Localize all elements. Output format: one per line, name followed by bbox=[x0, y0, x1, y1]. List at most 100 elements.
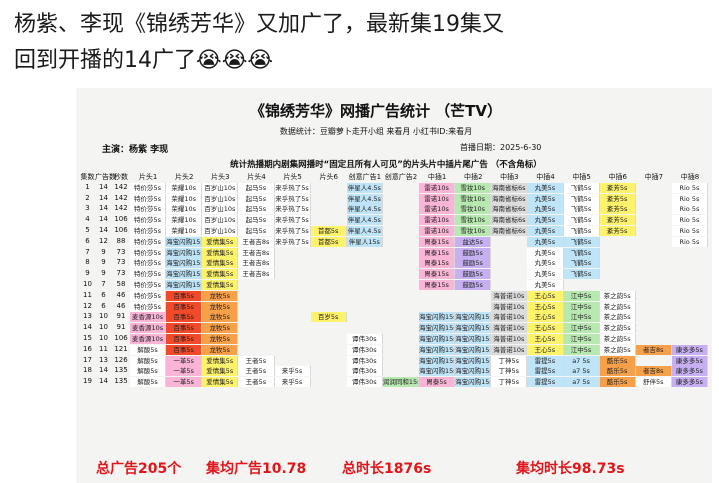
ad-cell: 百事5s bbox=[166, 290, 203, 301]
ad-cell: 海宝闪购15s bbox=[166, 247, 203, 258]
ad-cell: 海南省标6s bbox=[491, 226, 528, 236]
ad-cell: 丸美5s bbox=[527, 215, 564, 226]
ad-cell: 丸美5s bbox=[527, 182, 564, 193]
ad-cell: 龙牧5s bbox=[202, 301, 239, 312]
ad-cell: 康多多5s bbox=[671, 355, 708, 366]
ad-cell: 江中5s bbox=[563, 334, 600, 344]
ad-cell: 百岁山10s bbox=[202, 193, 239, 204]
row-sec: 91 bbox=[116, 323, 126, 332]
ad-cell: 康多多5s bbox=[671, 377, 708, 388]
ad-cell: 飞鹤5s bbox=[563, 236, 600, 247]
row-ads: 11 bbox=[99, 344, 108, 353]
ad-cell: 雪妆10s bbox=[455, 215, 492, 226]
ad-cell: 起马5s bbox=[238, 204, 275, 215]
ad-cell: 海普诺10s bbox=[491, 323, 528, 334]
ad-cell: 起马5s bbox=[238, 226, 275, 236]
row-ep: 17 bbox=[83, 355, 92, 364]
ad-cell: 百岁山10s bbox=[202, 215, 239, 226]
ad-cell: 江中5s bbox=[563, 290, 600, 301]
ad-cell: 百事5s bbox=[166, 334, 203, 344]
ad-cell: 特价莎5s bbox=[130, 204, 167, 215]
row-ep: 19 bbox=[83, 377, 92, 386]
ad-cell: 特价莎5s bbox=[130, 290, 167, 301]
ad-cell: 紊芳5s bbox=[599, 204, 636, 215]
row-ads: 6 bbox=[101, 290, 106, 299]
ad-cell: 谭伟30s bbox=[346, 355, 383, 366]
row-ep: 10 bbox=[83, 280, 92, 288]
ad-cell: 润润同和15s bbox=[382, 377, 419, 388]
column-header: 中插5 bbox=[572, 173, 591, 181]
ad-cell: 丸美5s bbox=[527, 280, 564, 290]
ad-cell: 谭伟30s bbox=[346, 366, 383, 377]
ad-cell: 海宝闪购15s bbox=[419, 366, 456, 377]
ad-cell: 解酸5s bbox=[130, 344, 167, 355]
column-header: 片头2 bbox=[174, 173, 194, 181]
ad-cell: 龙牧5s bbox=[202, 344, 239, 355]
ad-cell: 鼓励5s bbox=[455, 258, 492, 269]
ad-cell: 王者吉8s bbox=[238, 258, 275, 269]
column-header: 中插4 bbox=[536, 173, 555, 181]
ad-cell: 丸美5s bbox=[527, 226, 564, 236]
ad-cell: 来乎热了5s bbox=[274, 193, 311, 204]
ad-cell: 胃泰15s bbox=[419, 269, 456, 280]
ad-cell: 一革5s bbox=[166, 355, 203, 366]
ad-cell: Rio 5s bbox=[671, 193, 708, 204]
ad-cell: 丸美5s bbox=[527, 247, 564, 258]
ad-cell: 雪妆10s bbox=[455, 193, 492, 204]
ad-cell: 雪妆10s bbox=[455, 226, 492, 236]
ad-cell: 丁神5s bbox=[491, 377, 528, 388]
ad-cell: 特价莎5s bbox=[130, 301, 167, 312]
ad-cell: 丸美5s bbox=[527, 204, 564, 215]
ad-cell: 江中5s bbox=[563, 344, 600, 355]
row-ep: 2 bbox=[85, 193, 90, 202]
ad-cell: 特价莎5s bbox=[130, 236, 167, 247]
ad-cell: 鼓励5s bbox=[455, 280, 492, 290]
ad-cell: 飞鹤5s bbox=[563, 269, 600, 280]
ad-cell: 飞鹤5s bbox=[563, 258, 600, 269]
ad-cell: 爱情集5s bbox=[202, 377, 239, 388]
ad-cell: 百岁山10s bbox=[202, 182, 239, 193]
ad-cell: 雷提5s bbox=[527, 366, 564, 377]
row-ads: 14 bbox=[99, 215, 108, 224]
ad-cell: 丸美5s bbox=[527, 269, 564, 280]
ad-cell: 飞鹤5s bbox=[563, 226, 600, 236]
ad-cell: 爱情集5s bbox=[202, 269, 239, 280]
row-ep: 8 bbox=[85, 258, 90, 267]
ad-cell: 康多多5s bbox=[671, 366, 708, 377]
ad-cell: 紊芳5s bbox=[599, 215, 636, 226]
ad-cell: 起马5s bbox=[238, 182, 275, 193]
ad-cell: 龙牧5s bbox=[202, 290, 239, 301]
ad-cell: 丸美5s bbox=[527, 258, 564, 269]
ad-cell: 荣耀10s bbox=[166, 204, 203, 215]
ad-cell: 来乎热了5s bbox=[274, 204, 311, 215]
column-header: 片头1 bbox=[138, 173, 158, 181]
row-ep: 1 bbox=[85, 182, 90, 191]
row-sec: 142 bbox=[114, 193, 128, 202]
ad-cell: Rio 5s bbox=[671, 215, 708, 226]
row-ep: 9 bbox=[85, 269, 90, 278]
ad-cell: 雷诺10s bbox=[419, 182, 456, 193]
column-header: 片头4 bbox=[247, 173, 266, 181]
ad-cell: 胃泰5s bbox=[419, 377, 456, 388]
column-header: 秒数 bbox=[114, 173, 128, 181]
summary-item: 集均广告10.78 bbox=[206, 461, 307, 477]
row-sec: 73 bbox=[116, 269, 126, 278]
row-ads: 14 bbox=[99, 204, 108, 213]
ad-cell: 一革5s bbox=[166, 377, 203, 388]
row-ep: 6 bbox=[85, 236, 90, 245]
ad-cell: 海南省标6s bbox=[491, 193, 528, 204]
row-sec: 58 bbox=[116, 280, 126, 288]
ad-cell: 解酸5s bbox=[130, 355, 167, 366]
ad-cell: 胃泰15s bbox=[419, 280, 456, 290]
row-ep: 18 bbox=[83, 366, 92, 375]
ad-cell: 王者5s bbox=[238, 377, 275, 388]
column-header: 集数 bbox=[80, 173, 95, 181]
row-ep: 5 bbox=[85, 226, 90, 234]
ad-cell: 来乎5s bbox=[274, 377, 311, 388]
ad-cell: 胃泰15s bbox=[419, 236, 456, 247]
column-header: 创意广告1 bbox=[348, 173, 382, 181]
ad-cell: 雷提5s bbox=[527, 377, 564, 388]
ad-cell: 海宝闪购15s bbox=[419, 355, 456, 366]
column-header: 中插6 bbox=[608, 173, 627, 181]
ad-cell: Rio 5s bbox=[671, 226, 708, 236]
